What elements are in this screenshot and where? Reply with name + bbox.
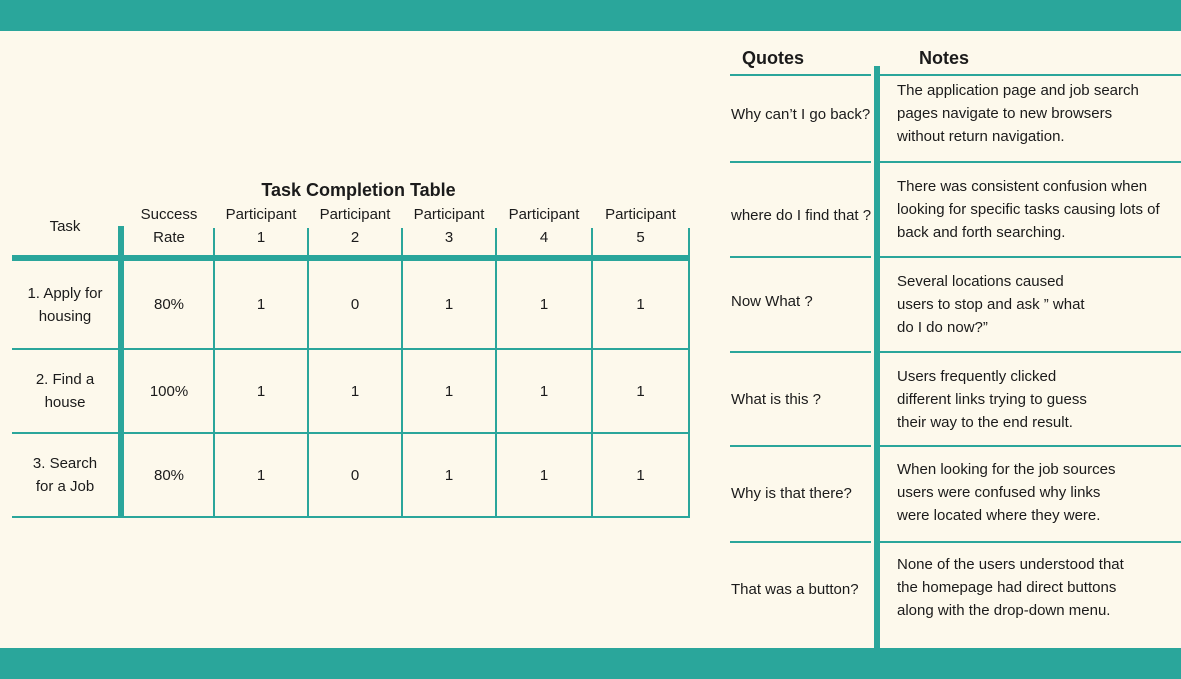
note-row-divider bbox=[880, 161, 1181, 163]
column-header-task: Task bbox=[49, 217, 81, 235]
note-text: The application page and job search page… bbox=[897, 82, 1139, 145]
quotes-notes-divider-line bbox=[874, 66, 880, 648]
column-divider-line bbox=[591, 228, 593, 518]
success-rate-cell: 100% bbox=[149, 382, 189, 400]
participant-score-cell: 1 bbox=[539, 296, 549, 313]
participant-score-cell: 1 bbox=[350, 382, 360, 400]
quote-row-divider bbox=[730, 351, 871, 353]
header-divider-line bbox=[12, 255, 689, 261]
column-header-participant-3: Participant 3 bbox=[413, 206, 485, 246]
task-table-title: Task Completion Table bbox=[261, 179, 456, 200]
notes-header-underline bbox=[880, 74, 1181, 76]
column-divider-line bbox=[401, 228, 403, 518]
column-header-participant-2: Participant 2 bbox=[319, 206, 391, 246]
column-divider-line bbox=[495, 228, 497, 518]
participant-score-cell: 1 bbox=[444, 296, 454, 313]
note-row-divider bbox=[880, 541, 1181, 543]
quote-text: where do I find that ? bbox=[731, 207, 872, 224]
participant-score-cell: 1 bbox=[539, 466, 549, 484]
column-header-participant-1: Participant 1 bbox=[225, 206, 297, 246]
note-row-divider bbox=[880, 351, 1181, 353]
quote-row-divider bbox=[730, 161, 871, 163]
table-right-border-line bbox=[688, 228, 690, 518]
quote-text: That was a button? bbox=[731, 581, 859, 598]
column-header-success-rate: Success Rate bbox=[140, 206, 198, 246]
participant-score-cell: 0 bbox=[350, 466, 360, 484]
note-row-divider bbox=[880, 445, 1181, 447]
participant-score-cell: 1 bbox=[539, 382, 549, 400]
note-text: When looking for the job sources users w… bbox=[897, 461, 1116, 524]
participant-score-cell: 0 bbox=[350, 296, 360, 313]
success-rate-cell: 80% bbox=[153, 466, 185, 484]
task-cell: 3. Search for a Job bbox=[32, 455, 98, 495]
note-row-divider bbox=[880, 256, 1181, 258]
quote-row-divider bbox=[730, 256, 871, 258]
note-text: There was consistent confusion when look… bbox=[897, 178, 1160, 241]
participant-score-cell: 1 bbox=[444, 382, 454, 400]
note-text: Several locations caused users to stop a… bbox=[897, 273, 1085, 336]
table-bottom-line bbox=[12, 516, 689, 518]
task-column-divider-line bbox=[118, 226, 124, 518]
note-text: None of the users understood that the ho… bbox=[897, 556, 1124, 619]
column-header-participant-5: Participant 5 bbox=[605, 206, 676, 246]
top-accent-bar bbox=[0, 0, 1181, 31]
success-rate-cell: 80% bbox=[153, 296, 185, 313]
participant-score-cell: 1 bbox=[256, 466, 266, 484]
task-table-header-row: Task Success Rate Participant 1 Particip… bbox=[12, 200, 689, 252]
participant-score-cell: 1 bbox=[636, 466, 645, 484]
quote-row-divider bbox=[730, 445, 871, 447]
column-divider-line bbox=[307, 228, 309, 518]
bottom-accent-bar bbox=[0, 648, 1181, 679]
quote-text: Why can’t I go back? bbox=[731, 106, 871, 123]
table-row-apply-for-housing: 1. Apply for housing 80% 1 0 1 1 1 bbox=[12, 261, 689, 348]
task-cell: 2. Find a house bbox=[35, 371, 95, 411]
table-row-find-a-house: 2. Find a house 100% 1 1 1 1 1 bbox=[12, 350, 689, 432]
participant-score-cell: 1 bbox=[636, 296, 645, 313]
notes-column-header: Notes bbox=[919, 48, 970, 68]
note-text: Users frequently clicked different links… bbox=[897, 368, 1087, 431]
quotes-column-header: Quotes bbox=[742, 48, 805, 68]
column-divider-line bbox=[213, 228, 215, 518]
participant-score-cell: 1 bbox=[636, 382, 645, 400]
quote-row-divider bbox=[730, 541, 871, 543]
quotes-header-underline bbox=[730, 74, 871, 76]
table-row-search-for-a-job: 3. Search for a Job 80% 1 0 1 1 1 bbox=[12, 434, 689, 516]
quote-text: Now What ? bbox=[731, 293, 813, 310]
row-divider-line bbox=[12, 432, 689, 434]
quote-text: What is this ? bbox=[731, 391, 822, 408]
column-header-participant-4: Participant 4 bbox=[508, 206, 580, 246]
participant-score-cell: 1 bbox=[256, 296, 266, 313]
participant-score-cell: 1 bbox=[256, 382, 266, 400]
task-cell: 1. Apply for housing bbox=[27, 284, 103, 325]
participant-score-cell: 1 bbox=[444, 466, 454, 484]
quote-text: Why is that there? bbox=[731, 485, 852, 502]
row-divider-line bbox=[12, 348, 689, 350]
